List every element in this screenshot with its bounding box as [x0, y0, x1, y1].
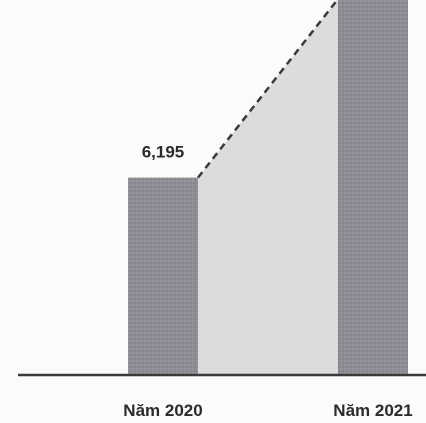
- growth-connector-dashed-line: [197, 0, 339, 179]
- category-label-0: Năm 2020: [123, 401, 202, 420]
- bar-0: [128, 177, 198, 375]
- growth-connector-area: [198, 0, 338, 375]
- data-label-0: 6,195: [142, 143, 185, 162]
- bar-1: [338, 0, 408, 375]
- category-label-1: Năm 2021: [333, 401, 412, 420]
